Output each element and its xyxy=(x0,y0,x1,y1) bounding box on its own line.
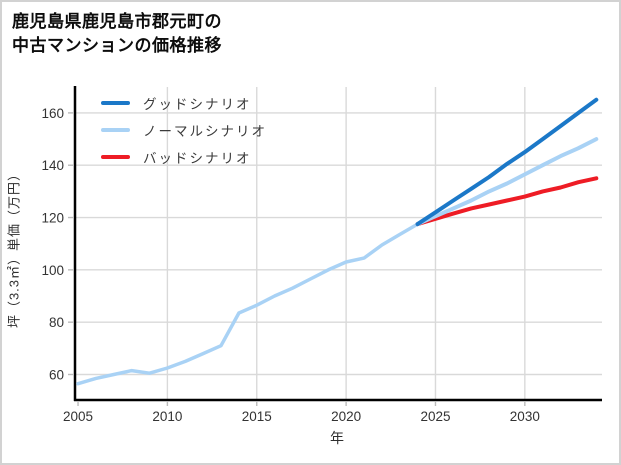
series-line-ノーマルシナリオ xyxy=(415,137,599,227)
x-tick-label-2015: 2015 xyxy=(242,409,272,424)
y-tick-label-160: 160 xyxy=(41,106,64,121)
legend-item-bad-scenario: バッドシナリオ xyxy=(101,148,267,166)
x-tick-label-2030: 2030 xyxy=(510,409,540,424)
normal-scenario-line-icon xyxy=(101,128,130,132)
y-tick-label-120: 120 xyxy=(41,211,64,226)
x-tick-label-2005: 2005 xyxy=(63,409,93,424)
series-line-バッドシナリオ xyxy=(415,176,599,227)
series-line-実績 xyxy=(76,222,420,386)
y-tick-label-140: 140 xyxy=(41,158,64,173)
legend-item-normal-scenario: ノーマルシナリオ xyxy=(101,121,267,139)
chart-title: 鹿児島県鹿児島市郡元町の 中古マンションの価格推移 xyxy=(12,10,222,58)
legend-label-good: グッドシナリオ xyxy=(143,97,252,112)
series-line-グッドシナリオ xyxy=(415,97,599,227)
bad-scenario-line-icon xyxy=(101,155,130,159)
x-tick-label-2010: 2010 xyxy=(152,409,182,424)
legend-label-bad: バッドシナリオ xyxy=(143,151,252,166)
x-axis-label: 年 xyxy=(330,430,344,446)
y-axis-label: 坪（3.3㎡）単価（万円） xyxy=(6,166,22,329)
legend-label-normal: ノーマルシナリオ xyxy=(143,124,267,139)
y-tick-label-100: 100 xyxy=(41,263,64,278)
chart-legend: グッドシナリオ ノーマルシナリオ バッドシナリオ xyxy=(101,94,267,166)
legend-item-good-scenario: グッドシナリオ xyxy=(101,94,267,112)
x-tick-label-2025: 2025 xyxy=(420,409,450,424)
y-tick-label-60: 60 xyxy=(49,367,64,382)
x-tick-label-2020: 2020 xyxy=(331,409,361,424)
chart-title-line2: 中古マンションの価格推移 xyxy=(12,36,222,55)
good-scenario-line-icon xyxy=(101,101,130,105)
y-tick-label-80: 80 xyxy=(49,315,64,330)
chart-title-line1: 鹿児島県鹿児島市郡元町の xyxy=(12,12,222,31)
